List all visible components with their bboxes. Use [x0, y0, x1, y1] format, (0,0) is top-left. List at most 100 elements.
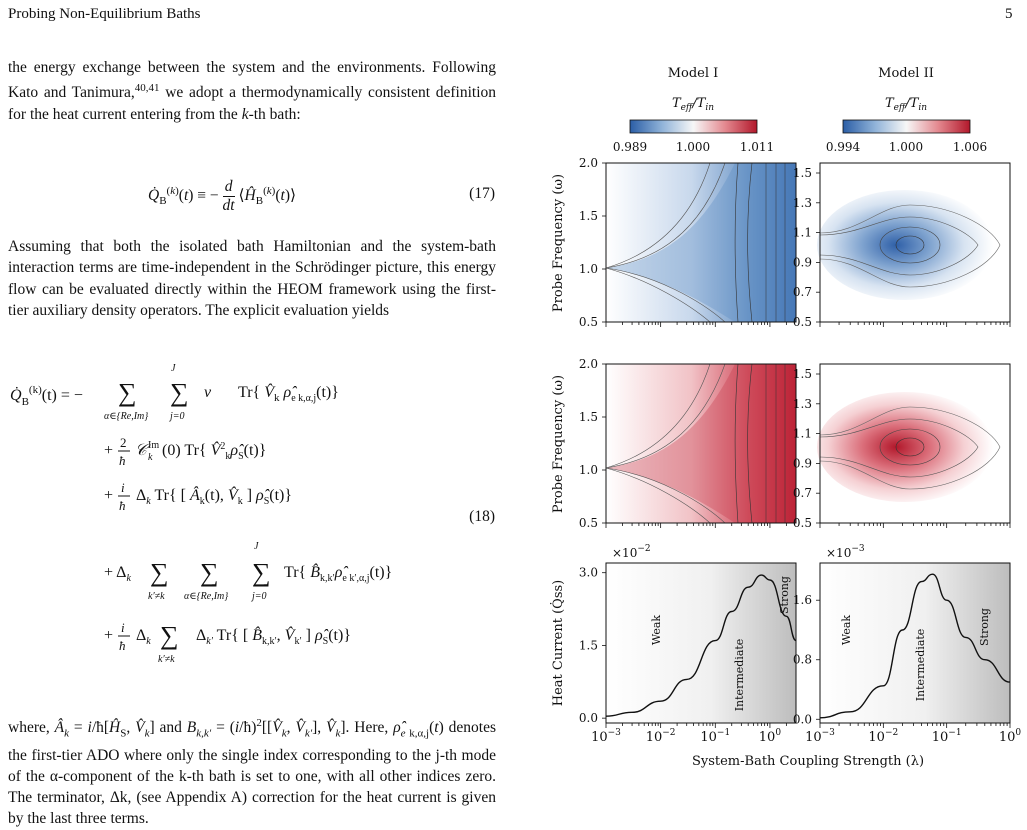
svg-text:k′≠k: k′≠k — [158, 654, 175, 665]
ytick-label-right: 0.5 — [793, 315, 812, 329]
cbar2-tick-low: 0.994 — [826, 140, 861, 154]
cbar2-tick-mid: 1.000 — [889, 140, 923, 154]
ytick-label-left: 2.0 — [579, 357, 598, 371]
svg-text:∑: ∑ — [252, 558, 271, 587]
regime-strong-1: Strong — [778, 576, 791, 614]
ytick-label-right: 0.7 — [793, 285, 812, 299]
para1-k: k — [237, 105, 249, 123]
ytick-label-right: 0.5 — [793, 516, 812, 530]
panel-model2-hot — [817, 363, 1011, 524]
ytick-label-right: 1.3 — [793, 196, 812, 210]
svg-text:ħ: ħ — [119, 453, 126, 468]
svg-text:k: k — [148, 452, 153, 463]
heat-ytick-label-right: 1.6 — [793, 593, 812, 607]
panel-model1-hot — [605, 363, 797, 524]
xtick-label: 10−2 — [868, 728, 898, 745]
ytick-label-left: 1.5 — [579, 209, 598, 223]
svg-text:ħ: ħ — [119, 498, 126, 513]
heat-ytick-label-left: 1.5 — [579, 638, 598, 652]
ytick-label-left: 0.5 — [579, 315, 598, 329]
svg-text:j=0: j=0 — [250, 591, 267, 602]
xtick-label: 10−3 — [591, 728, 621, 745]
xlabel: System-Bath Coupling Strength (λ) — [692, 754, 924, 769]
ytick-label-left: 2.0 — [579, 156, 598, 170]
ytick-label-right: 1.3 — [793, 397, 812, 411]
running-header: Probing Non-Equilibrium Baths — [8, 6, 201, 22]
heat-ytick-label-right: 0.0 — [793, 712, 812, 726]
svg-text:Tr{ V̂k ρ̂e k,α,j(t)}: Tr{ V̂k ρ̂e k,α,j(t)} — [238, 382, 339, 404]
ytick-label-right: 1.1 — [793, 427, 812, 441]
cbar1-tick-low: 0.989 — [613, 140, 647, 154]
panel-model2-cold — [817, 162, 1011, 323]
heat-ytick-label-left: 0.0 — [579, 711, 598, 725]
svg-text:ħ: ħ — [119, 638, 126, 653]
heat-ytick-label-right: 0.8 — [793, 653, 812, 667]
equation-18: Q̇B(k)(t) = − ∑ α∈{Re,Im} ∑ j=0 J ν Tr{ … — [10, 363, 392, 665]
svg-text:∑: ∑ — [160, 621, 179, 650]
para3-text: denotes the first-tier ADO where only th… — [8, 719, 496, 828]
xtick-label: 100 — [999, 728, 1022, 745]
panel-model1-heat: Weak Intermediate Strong — [605, 562, 797, 724]
cbar1-tick-high: 1.011 — [740, 140, 774, 154]
cbar2-tick-high: 1.006 — [953, 140, 987, 154]
svg-text:+: + — [104, 442, 113, 459]
regime-intermediate-2: Intermediate — [914, 629, 927, 702]
xtick-label: 10−3 — [805, 728, 835, 745]
ytick-label-right: 0.7 — [793, 486, 812, 500]
ytick-label-right: 1.5 — [793, 367, 812, 381]
svg-text:Tr{ B̂k,k′ρ̂e k′,α,j(t)}: Tr{ B̂k,k′ρ̂e k′,α,j(t)} — [284, 562, 392, 584]
svg-text:i: i — [121, 620, 125, 635]
colorbar-2 — [842, 119, 971, 134]
ylabel-probe-1: Probe Frequency (ω) — [551, 174, 566, 312]
ytick-label-right: 1.5 — [793, 166, 812, 180]
citation: 40,41 — [134, 82, 160, 95]
ytick-label-left: 1.0 — [579, 262, 598, 276]
regime-strong-2: Strong — [978, 608, 991, 646]
paragraph-2: Assuming that both the isolated bath Ham… — [8, 238, 496, 319]
svg-text:i: i — [121, 480, 125, 495]
svg-text:Im: Im — [148, 440, 159, 451]
xtick-label: 10−1 — [700, 728, 730, 745]
heat-curve-model1 — [605, 574, 797, 717]
svg-text:α∈{Re,Im}: α∈{Re,Im} — [184, 591, 228, 602]
para1-end: -th bath: — [248, 105, 301, 123]
svg-text:∑: ∑ — [118, 378, 137, 407]
svg-text:+: + — [104, 487, 113, 504]
xtick-label: 10−1 — [932, 728, 962, 745]
xtick-label: 10−2 — [646, 728, 676, 745]
equation-17: Q̇B(k)(t) ≡ − d dt ⟨ĤB(k)(t)⟩ — [148, 178, 297, 214]
regime-intermediate-1: Intermediate — [733, 639, 746, 712]
ytick-label-right: 0.9 — [793, 255, 812, 269]
svg-text:2: 2 — [120, 435, 127, 450]
svg-text:∑: ∑ — [150, 558, 169, 587]
para1-tail: we adopt a thermodynamically consistent … — [8, 84, 496, 123]
cbar1-tick-mid: 1.000 — [676, 140, 710, 154]
figure-panels: Model I Model II Teff/Tin 0.989 1.000 1.… — [550, 66, 1022, 769]
panel-model1-cold — [605, 162, 797, 323]
regime-weak-2: Weak — [840, 615, 853, 645]
ytick-label-left: 1.5 — [579, 410, 598, 424]
title-model-1: Model I — [668, 66, 719, 81]
svg-text:Δk′ Tr{ [ B̂k,k′, V̂k′ ] ρ̂S(t: Δk′ Tr{ [ B̂k,k′, V̂k′ ] ρ̂S(t)} — [196, 625, 351, 647]
page-number: 5 — [1005, 6, 1013, 22]
panel-model2-heat: Weak Intermediate Strong — [819, 562, 1011, 724]
xtick-label: 100 — [759, 728, 782, 745]
svg-text:Q̇B(k)(t) = −: Q̇B(k)(t) = − — [10, 384, 83, 408]
svg-text:ν: ν — [204, 384, 212, 401]
para1-text: the energy exchange between the system a… — [8, 59, 496, 102]
svg-text:Δk: Δk — [136, 627, 151, 647]
eq18-number: (18) — [469, 508, 495, 525]
svg-text:j=0: j=0 — [168, 411, 185, 422]
svg-text:k′≠k: k′≠k — [148, 591, 165, 602]
paragraph-3: where, Âk = i/ħ[ĤS, V̂k] and Bk,k′ = (i/… — [8, 717, 496, 828]
svg-text:(0) Tr{ V̂2kρ̂S(t)}: (0) Tr{ V̂2kρ̂S(t)} — [162, 440, 266, 462]
svg-text:∑: ∑ — [170, 378, 189, 407]
cbar-label-1: Teff/Tin — [672, 96, 714, 113]
ylabel-heat: Heat Current (Q̇ss) — [550, 580, 566, 706]
heat-scale-2: ×10−3 — [826, 544, 865, 560]
ytick-label-left: 1.0 — [579, 463, 598, 477]
svg-text:+: + — [104, 627, 113, 644]
svg-text:J: J — [254, 541, 259, 552]
regime-weak-1: Weak — [650, 615, 663, 645]
eq17-number: (17) — [469, 185, 495, 202]
